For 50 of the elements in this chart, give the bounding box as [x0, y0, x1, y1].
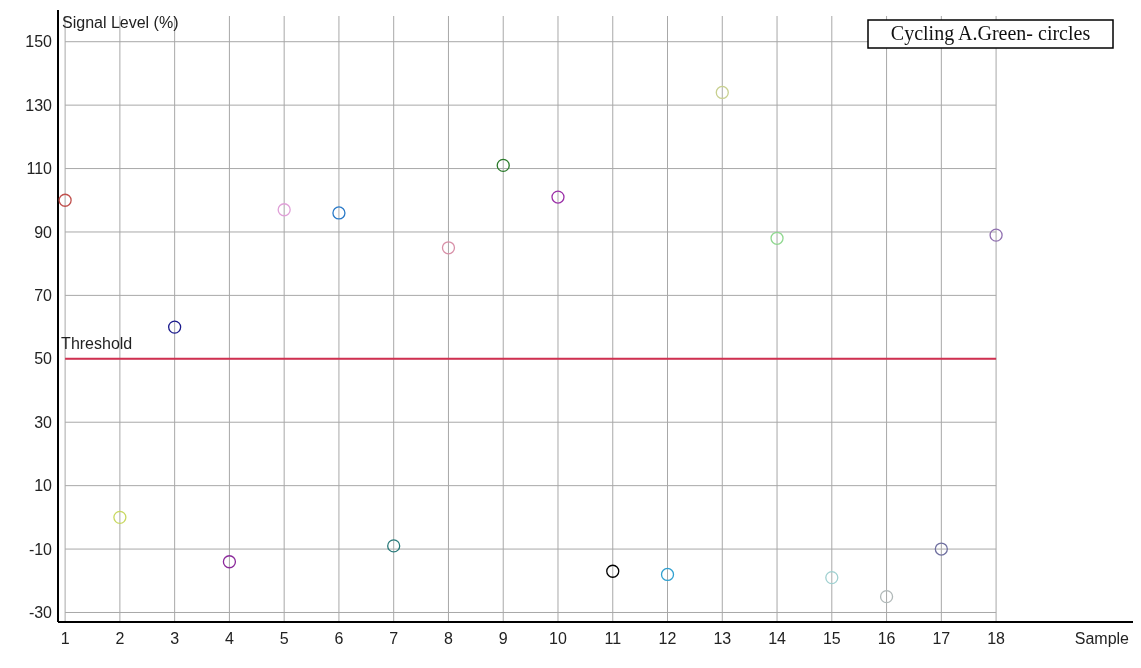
x-tick-label: 10 — [549, 630, 567, 647]
x-tick-label: 15 — [822, 630, 841, 647]
x-tick-label: 3 — [170, 630, 180, 647]
x-tick-label: 17 — [932, 630, 951, 647]
y-tick-label: -30 — [28, 604, 53, 622]
point — [715, 85, 729, 100]
point — [441, 241, 456, 255]
y-axis-title: Signal Level (%) — [62, 14, 179, 31]
point — [934, 542, 948, 556]
point — [770, 231, 784, 245]
point — [496, 158, 510, 173]
x-tick-label: 18 — [987, 630, 1006, 647]
point — [168, 320, 182, 334]
point — [825, 570, 839, 585]
point — [660, 567, 675, 582]
x-tick-label: 6 — [334, 630, 344, 647]
point — [387, 539, 401, 553]
y-tick-label: 10 — [34, 477, 53, 495]
y-tick-label: 130 — [25, 96, 53, 114]
point — [989, 228, 1003, 242]
text: Cycling A.Green- circles — [890, 22, 1091, 45]
y-tick-label: 30 — [34, 413, 53, 431]
y-tick-label: 50 — [34, 350, 53, 368]
x-tick-label: 13 — [713, 630, 732, 647]
x-tick-label: 1 — [60, 630, 70, 647]
y-tick-label: 90 — [34, 223, 53, 241]
point — [879, 589, 894, 604]
x-axis-title: Sample — [1074, 630, 1130, 647]
x-tick-label: 9 — [498, 630, 508, 647]
point — [222, 555, 237, 569]
point — [606, 564, 620, 578]
x-tick-label: 16 — [877, 630, 896, 647]
x-tick-label: 11 — [604, 630, 622, 647]
point — [332, 206, 346, 220]
x-tick-label: 12 — [658, 630, 677, 647]
x-tick-label: 7 — [389, 630, 399, 647]
x-tick-label: 14 — [768, 630, 787, 647]
point — [58, 193, 72, 207]
y-tick-label: 70 — [34, 286, 53, 304]
y-tick-label: 150 — [25, 33, 53, 51]
x-tick-label: 5 — [279, 630, 289, 647]
y-tick-label: 110 — [26, 160, 53, 178]
x-tick-label: 8 — [444, 630, 454, 647]
point — [113, 510, 127, 525]
x-tick-label: 2 — [115, 630, 125, 647]
point — [277, 203, 291, 217]
ref-line-label: Threshold — [61, 334, 133, 352]
x-tick-label: 4 — [224, 630, 234, 647]
y-tick-label: -10 — [28, 540, 53, 558]
point — [551, 190, 565, 204]
